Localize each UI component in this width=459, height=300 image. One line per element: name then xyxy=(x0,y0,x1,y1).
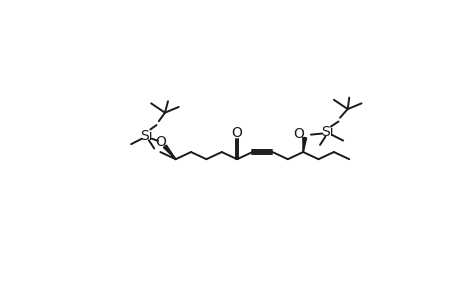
Text: O: O xyxy=(155,136,165,149)
Text: Si: Si xyxy=(140,129,152,142)
Text: O: O xyxy=(292,127,303,141)
Polygon shape xyxy=(302,137,306,152)
Polygon shape xyxy=(163,145,175,159)
Text: O: O xyxy=(231,126,242,140)
Text: Si: Si xyxy=(321,125,333,139)
